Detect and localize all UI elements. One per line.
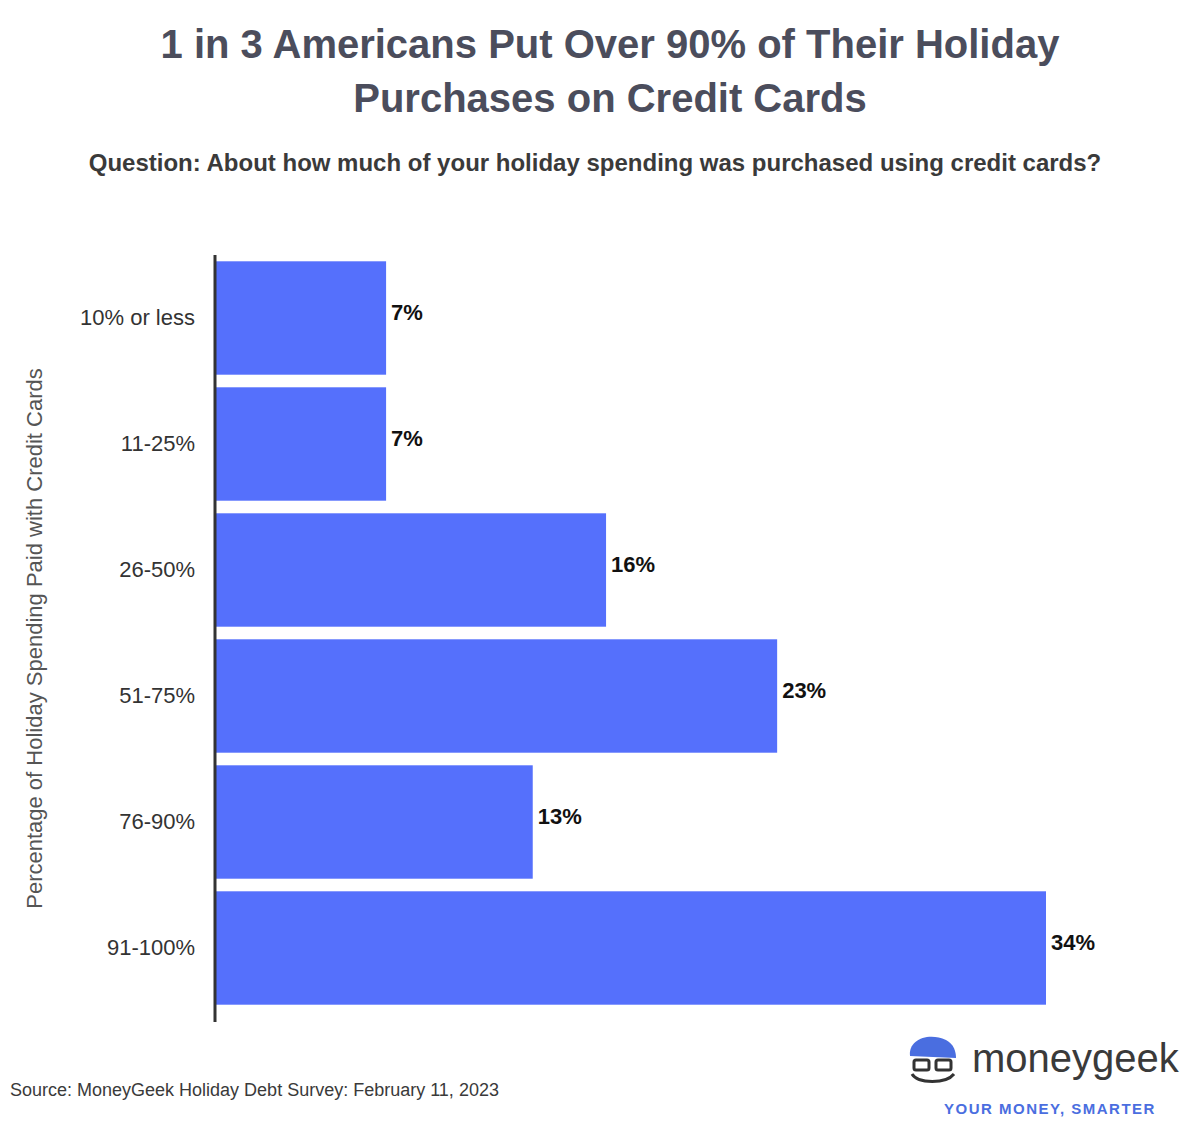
tick: 10% or less — [80, 305, 195, 330]
data-label: 13% — [538, 804, 582, 829]
logo-glass — [914, 1060, 929, 1070]
chart: 1 in 3 Americans Put Over 90% of Their H… — [0, 0, 1200, 1148]
source: Source: MoneyGeek Holiday Debt Survey: F… — [10, 1080, 499, 1100]
data-labels: 7% 7% 16% 23% 13% 34% — [391, 300, 1095, 955]
bar — [215, 513, 606, 626]
data-label: 23% — [782, 678, 826, 703]
bar — [215, 387, 386, 500]
data-label: 34% — [1051, 930, 1095, 955]
tick-label: 76-90% — [119, 809, 195, 834]
bar — [215, 639, 777, 752]
bar — [215, 891, 1046, 1004]
axis-line — [214, 255, 217, 1022]
tick: 11-25% — [121, 431, 195, 456]
tick-label: 51-75% — [119, 683, 195, 708]
title: 1 in 3 Americans Put Over 90% of Their H… — [161, 22, 1061, 120]
tick: 91-100% — [107, 935, 195, 960]
tick: 51-75% — [119, 683, 195, 708]
bar — [215, 261, 386, 374]
logo-tagline: YOUR MONEY, SMARTER — [944, 1100, 1156, 1117]
tick-label: 26-50% — [119, 557, 195, 582]
y-axis: 10% or less 11-25% 26-50% 51-75% 76-90% 91-10… — [80, 255, 215, 1022]
tick-label: 11-25% — [121, 431, 195, 456]
logo-face — [912, 1074, 954, 1082]
bar — [215, 765, 533, 878]
axis-title: Percentage of Holiday Spending Paid with… — [22, 368, 47, 909]
subtitle: Question: About how much of your holiday… — [89, 149, 1102, 176]
plot: 7% 7% 16% 23% 13% 34% 10% or less 11-25% 26-50% 5… — [80, 255, 1095, 1022]
data-label: 7% — [391, 300, 423, 325]
bars — [215, 261, 1046, 1004]
tick: 26-50% — [119, 557, 195, 582]
logo-hair — [910, 1037, 956, 1058]
tick: 76-90% — [119, 809, 195, 834]
logo-text: moneygeek — [972, 1036, 1180, 1080]
logo-icon — [910, 1037, 956, 1082]
data-label: 7% — [391, 426, 423, 451]
tick-label: 10% or less — [80, 305, 195, 330]
logo-glass — [936, 1060, 951, 1070]
data-label: 16% — [611, 552, 655, 577]
tick-label: 91-100% — [107, 935, 195, 960]
